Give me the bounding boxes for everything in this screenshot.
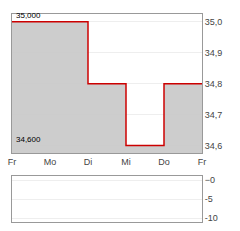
svg-text:-5: -5 (205, 194, 213, 204)
svg-text:34,8: 34,8 (205, 79, 223, 89)
svg-text:Mo: Mo (44, 157, 57, 167)
svg-text:34,600: 34,600 (16, 135, 41, 144)
svg-text:Di: Di (84, 157, 93, 167)
svg-text:34,7: 34,7 (205, 110, 223, 120)
svg-text:35,0: 35,0 (205, 17, 223, 27)
svg-text:35,000: 35,000 (16, 11, 41, 20)
svg-text:34,6: 34,6 (205, 141, 223, 151)
svg-text:−0: −0 (205, 175, 215, 185)
svg-text:Fr: Fr (8, 157, 17, 167)
svg-text:34,9: 34,9 (205, 48, 223, 58)
svg-text:-10: -10 (205, 213, 218, 223)
svg-text:Fr: Fr (198, 157, 207, 167)
svg-text:Mi: Mi (121, 157, 131, 167)
svg-text:Do: Do (158, 157, 170, 167)
